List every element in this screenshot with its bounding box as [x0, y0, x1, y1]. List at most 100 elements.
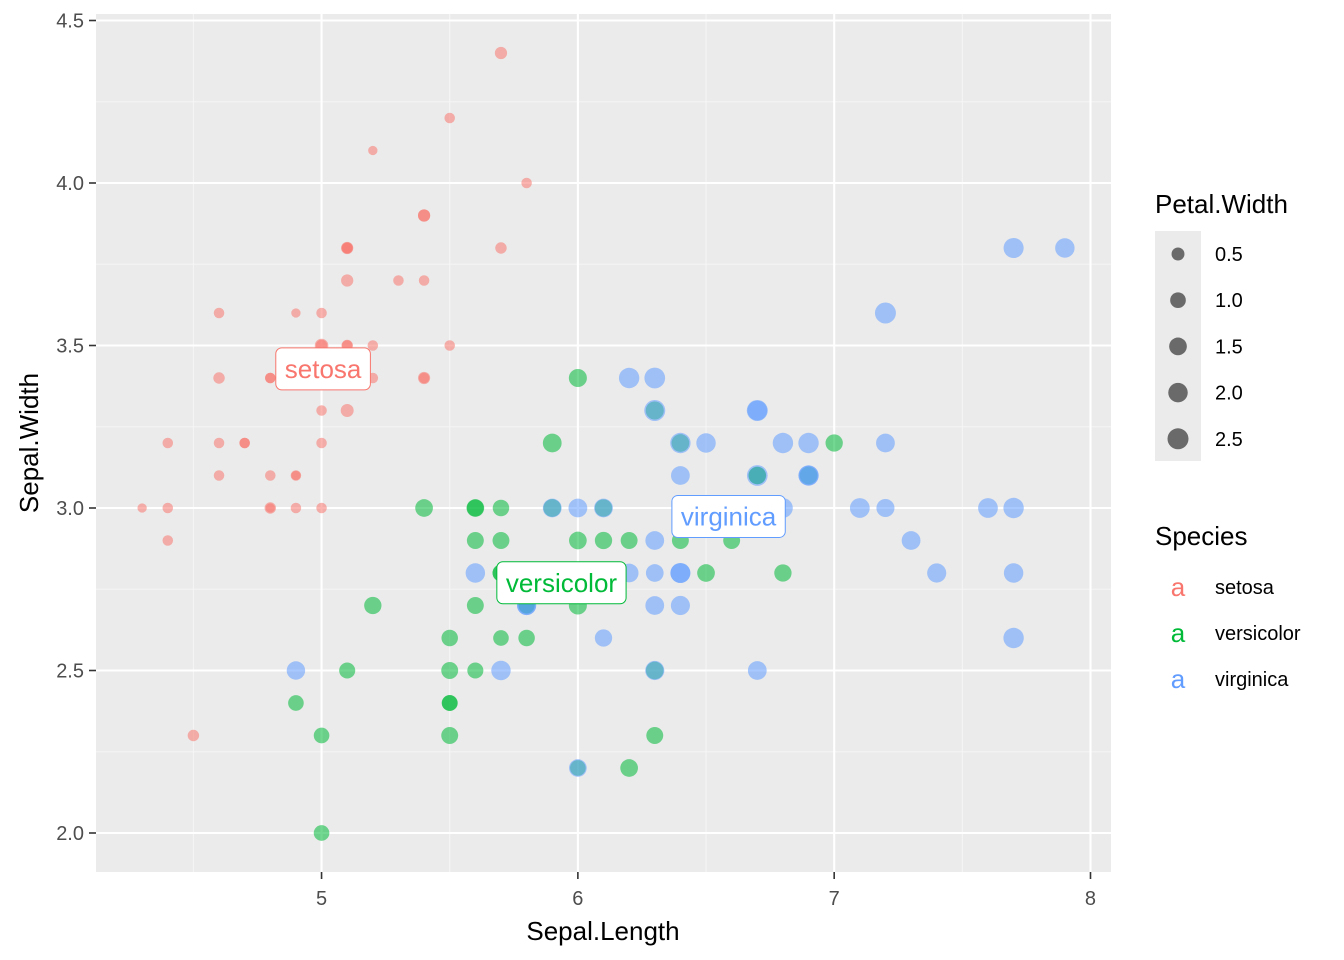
- point-setosa: [290, 470, 302, 481]
- point-setosa: [291, 308, 301, 318]
- size-legend-key: [1167, 428, 1189, 450]
- species-label-text: virginica: [681, 501, 777, 531]
- point-setosa: [341, 274, 354, 287]
- y-tick-label: 2.5: [56, 661, 84, 683]
- x-tick-label: 8: [1085, 888, 1096, 910]
- point-virginica: [772, 432, 794, 454]
- point-setosa: [316, 437, 327, 449]
- species-label-box: [275, 347, 371, 391]
- y-tick-label: 3.5: [56, 336, 84, 358]
- point-setosa: [162, 437, 174, 449]
- point-virginica: [1003, 627, 1024, 649]
- point-versicolor: [492, 532, 510, 549]
- species-label-versicolor: versicolor: [496, 561, 627, 605]
- point-versicolor: [697, 564, 715, 582]
- point-versicolor: [594, 531, 613, 550]
- point-setosa: [213, 372, 225, 384]
- point-setosa: [162, 535, 174, 546]
- point-setosa: [162, 502, 174, 514]
- point-virginica: [542, 498, 562, 518]
- point-versicolor: [518, 629, 535, 647]
- species-labels: setosa versicolor virginica: [275, 347, 786, 605]
- point-virginica: [645, 531, 665, 550]
- point-versicolor: [568, 368, 587, 388]
- species-label-text: versicolor: [506, 568, 618, 598]
- panel-background: [96, 14, 1111, 872]
- species-label-text: setosa: [285, 354, 362, 384]
- y-tick-label: 4.0: [56, 173, 84, 195]
- point-setosa: [494, 46, 508, 60]
- point-versicolor: [466, 597, 484, 614]
- point-virginica: [1055, 238, 1075, 258]
- size-legend-key: [1168, 382, 1188, 403]
- point-setosa: [213, 437, 225, 449]
- x-axis-title: Sepal.Length: [526, 916, 679, 946]
- point-versicolor: [542, 433, 562, 453]
- point-virginica: [670, 432, 691, 454]
- point-setosa: [495, 242, 507, 254]
- point-versicolor: [825, 434, 843, 452]
- point-virginica: [696, 433, 716, 453]
- point-virginica: [569, 759, 587, 777]
- point-versicolor: [774, 564, 792, 582]
- point-versicolor: [441, 727, 459, 744]
- point-versicolor: [493, 630, 509, 646]
- point-virginica: [746, 400, 768, 421]
- point-virginica: [594, 629, 613, 647]
- color-legend-label: versicolor: [1215, 623, 1301, 645]
- point-versicolor: [467, 662, 484, 679]
- point-setosa: [341, 242, 353, 254]
- size-legend-label: 2.5: [1215, 429, 1243, 451]
- point-setosa: [213, 470, 225, 481]
- size-legend-label: 1.0: [1215, 290, 1243, 312]
- point-virginica: [849, 498, 870, 518]
- point-setosa: [239, 437, 250, 449]
- point-virginica: [670, 466, 690, 485]
- point-versicolor: [313, 727, 330, 744]
- point-virginica: [927, 563, 947, 583]
- point-versicolor: [364, 596, 382, 615]
- point-virginica: [901, 531, 921, 550]
- color-legend-label: virginica: [1215, 669, 1289, 691]
- point-virginica: [644, 400, 666, 421]
- point-virginica: [465, 563, 486, 583]
- species-label-setosa: setosa: [275, 347, 371, 391]
- point-setosa: [316, 502, 327, 514]
- species-label-virginica: virginica: [671, 494, 786, 538]
- point-versicolor: [466, 499, 484, 517]
- point-versicolor: [569, 531, 587, 550]
- point-setosa: [417, 371, 431, 385]
- size-legend-key: [1169, 337, 1187, 356]
- size-legend-label: 2.0: [1215, 383, 1243, 405]
- point-virginica: [798, 432, 819, 454]
- point-virginica: [874, 302, 896, 324]
- species-label-box: [496, 561, 627, 605]
- point-virginica: [798, 465, 819, 486]
- color-legend-label: setosa: [1215, 577, 1275, 599]
- point-virginica: [876, 498, 895, 518]
- color-legend: Species a setosa a versicolor a virginica: [1155, 521, 1301, 694]
- point-versicolor: [339, 662, 356, 679]
- point-setosa: [137, 503, 147, 513]
- point-virginica: [670, 562, 691, 584]
- point-setosa: [187, 729, 200, 742]
- color-legend-title: Species: [1155, 521, 1248, 551]
- point-virginica: [1003, 563, 1024, 583]
- point-versicolor: [415, 499, 433, 517]
- point-versicolor: [441, 662, 459, 679]
- point-setosa: [368, 145, 378, 156]
- point-setosa: [521, 177, 532, 189]
- y-tick-label: 4.5: [56, 11, 84, 33]
- point-setosa: [393, 275, 404, 286]
- point-virginica: [286, 661, 306, 680]
- point-versicolor: [620, 532, 638, 549]
- species-label-box: [671, 494, 786, 538]
- point-versicolor: [466, 532, 484, 549]
- point-setosa: [290, 502, 302, 514]
- point-virginica: [746, 465, 768, 486]
- point-setosa: [340, 404, 354, 417]
- size-legend-key: [1171, 247, 1185, 261]
- size-legend-key: [1170, 292, 1186, 309]
- point-setosa: [417, 209, 431, 222]
- color-legend-key: a: [1171, 572, 1186, 602]
